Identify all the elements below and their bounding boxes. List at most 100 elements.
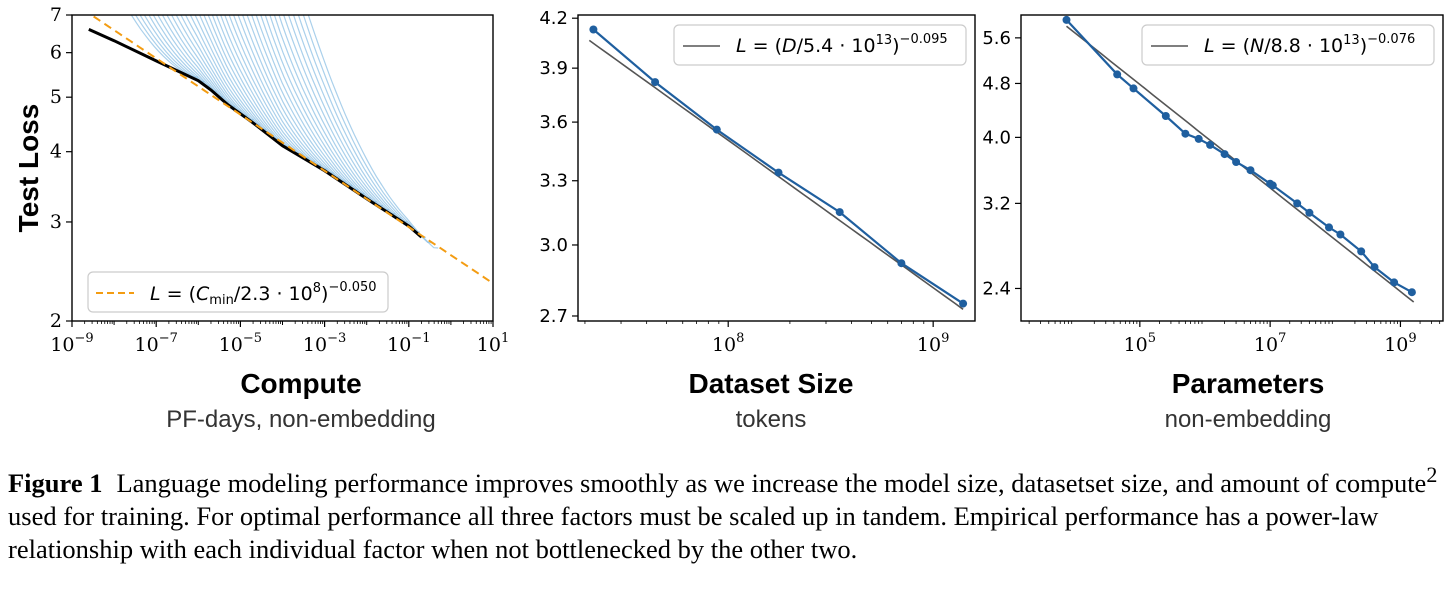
y-tick-label: 4.0 [982,127,1011,148]
training-curve [157,15,236,107]
parameters-panel: 105 107 109 2.4 3.2 4.0 4.8 5.6 L = (N/8.8 · 1… [982,14,1444,433]
data-point [1370,263,1379,272]
dataset-y-ticks: 2.7 3.0 3.3 3.6 3.9 4.2 [539,8,578,327]
parameters-x-ticks: 105 107 109 [1028,321,1441,356]
training-curve [130,15,199,78]
parameters-x-axis-label: Parameters [1172,368,1325,399]
training-curve [143,15,217,92]
training-curve [241,15,353,186]
data-point [835,208,844,217]
dataset-x-ticks: 108 109 [584,321,949,356]
data-point [1194,134,1203,143]
dataset-x-axis-sublabel: tokens [736,406,807,433]
data-point [897,259,906,268]
training-curve [134,15,205,83]
y-tick-label: 6 [50,42,62,64]
parameters-legend-label: L = (N/8.8 · 1013)−0.076 [1204,32,1415,57]
training-curves [130,15,439,249]
training-curve [292,15,420,233]
training-curve [297,15,426,238]
x-tick-label: 105 [1124,331,1156,356]
data-point [1220,150,1229,159]
training-curve [207,15,303,155]
figure-panels: 10−9 10−7 10−5 10−3 10−1 101 2 3 4 5 6 7 L = (Cmin… [13,4,1444,433]
data-point [774,168,783,177]
dataset-size-panel: 108 109 2.7 3.0 3.3 3.6 3.9 4.2 L = (D/5.4 · 1… [539,8,976,433]
training-curve [180,15,267,130]
compute-y-ticks: 2 3 4 5 6 7 [50,4,72,332]
data-point [1268,181,1277,190]
training-curve [302,15,433,244]
training-curve [228,15,334,174]
data-point [1390,278,1399,287]
data-point [589,25,598,34]
data-point [651,78,660,87]
parameters-x-axis-sublabel: non-embedding [1165,406,1332,433]
training-curve [283,15,408,223]
parameters-series-line [1065,19,1413,294]
y-tick-label: 3.2 [982,193,1011,214]
y-tick-label: 4.2 [539,8,568,29]
compute-y-axis-label: Test Loss [13,104,44,233]
data-point [1407,288,1416,297]
dataset-series-line [592,28,964,305]
dataset-legend: L = (D/5.4 · 1013)−0.095 [673,24,967,66]
x-tick-label: 10−1 [387,331,430,356]
caption-text-part-2: used for training. For optimal performan… [8,500,1379,564]
x-tick-label: 109 [1384,331,1416,356]
compute-legend: L = (Cmin/2.3 · 108)−0.050 [87,271,389,313]
training-curve [237,15,346,182]
training-curve [307,15,439,249]
data-point [959,299,968,308]
x-tick-label: 10−5 [219,331,262,356]
data-point [1357,247,1366,256]
training-curve [220,15,322,166]
data-point [1206,140,1215,149]
data-point [1129,84,1138,93]
training-curve [278,15,402,219]
training-curve [273,15,396,215]
training-curve [152,15,230,103]
training-curve [203,15,293,151]
caption-text-part-1: Language modeling performance improves s… [116,467,1427,498]
dataset-x-axis-label: Dataset Size [689,368,854,399]
y-tick-label: 2.7 [539,306,568,327]
x-tick-label: 10−9 [50,331,93,356]
x-tick-label: 10−3 [303,331,346,356]
y-tick-label: 3.9 [539,58,568,79]
compute-x-ticks: 10−9 10−7 10−5 10−3 10−1 101 [50,321,509,356]
training-curve [269,15,390,211]
x-tick-label: 107 [1254,331,1286,356]
y-tick-label: 5 [50,86,62,108]
y-tick-label: 3.0 [539,235,568,256]
figure-caption: Figure 1 Language modeling performance im… [8,458,1448,566]
x-tick-label: 101 [477,331,509,356]
compute-efficient-frontier-line [88,28,423,239]
training-curve [194,15,281,144]
data-point [1325,223,1333,232]
data-point [1246,166,1255,175]
training-curve [255,15,371,199]
data-point [1161,112,1170,120]
training-curve [170,15,254,121]
parameters-series-points [1062,15,1416,297]
x-tick-label: 10−7 [135,331,178,356]
data-point [1113,70,1122,79]
compute-x-axis-sublabel: PF-days, non-embedding [166,406,435,433]
training-curve [175,15,260,126]
x-tick-label: 109 [917,331,949,356]
data-point [1232,158,1241,166]
dataset-series-points [589,25,968,308]
y-tick-label: 5.6 [982,28,1011,49]
data-point [1305,208,1314,217]
training-curve [166,15,248,116]
training-curve [224,15,328,170]
y-tick-label: 3.6 [539,112,568,133]
training-curve [211,15,310,159]
training-curve [184,15,273,135]
training-curve [189,15,279,140]
training-curve [260,15,377,203]
training-curve [251,15,365,195]
training-curve [161,15,242,112]
x-tick-label: 108 [712,331,744,356]
